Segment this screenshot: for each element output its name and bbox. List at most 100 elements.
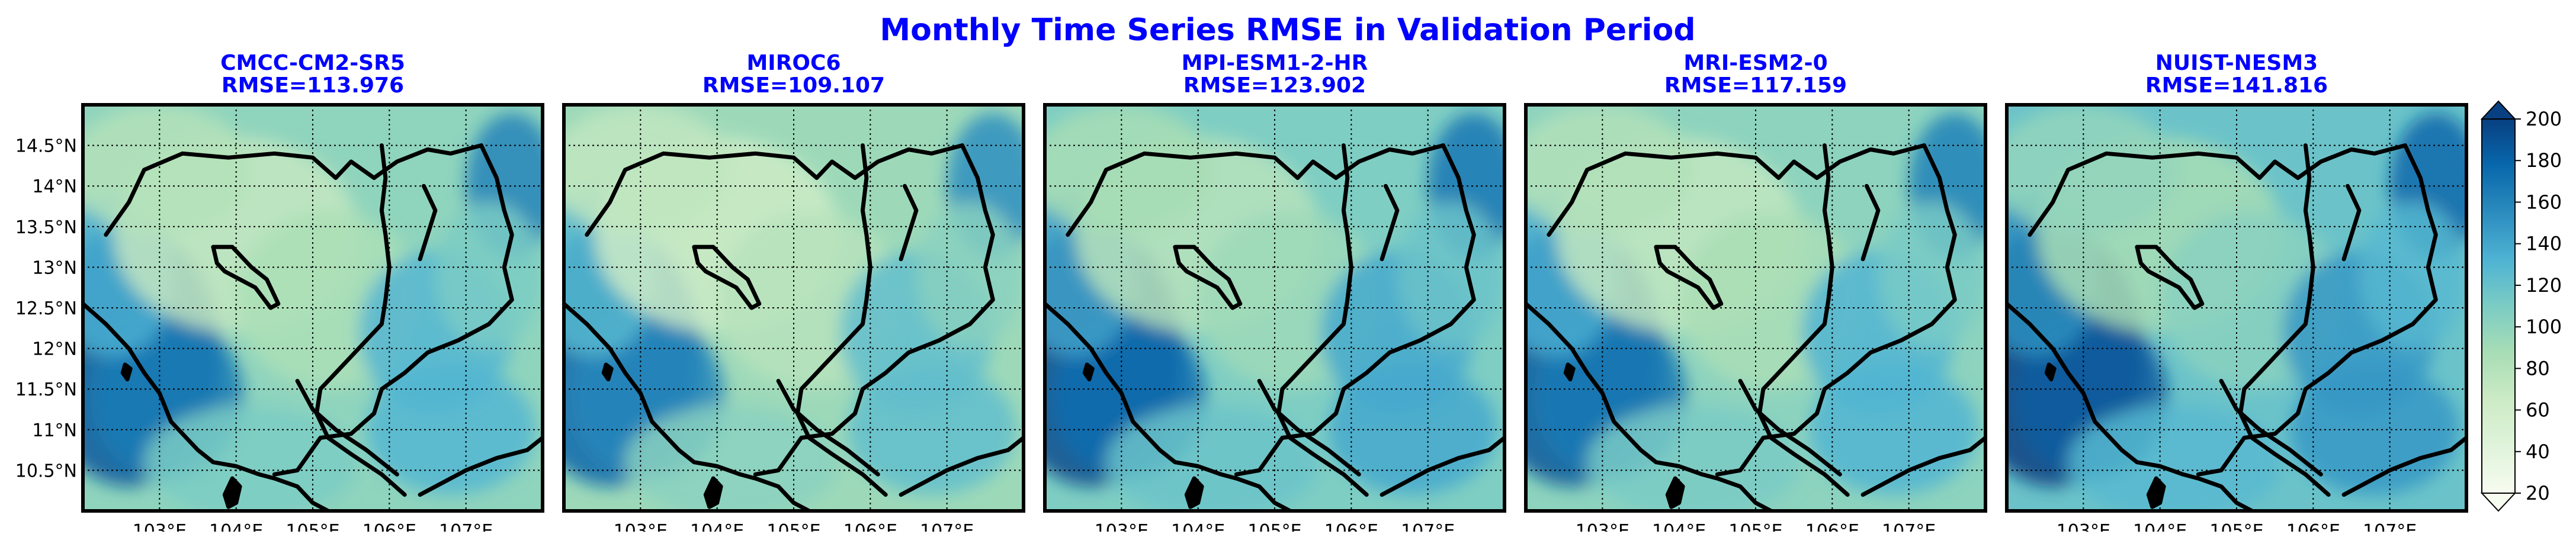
mekong-river bbox=[795, 143, 888, 497]
tributary-river bbox=[1380, 184, 1400, 262]
x-tick-label: 105°E bbox=[1247, 521, 1301, 532]
y-tick-label: 11°N bbox=[32, 420, 77, 441]
rmse-blob bbox=[2290, 365, 2459, 495]
panel-rmse-label: RMSE=113.976 bbox=[222, 73, 404, 98]
x-tick-label: 106°E bbox=[1805, 521, 1859, 532]
coastline bbox=[1380, 436, 1504, 497]
panel-model-name: CMCC-CM2-SR5 bbox=[220, 51, 405, 75]
islet bbox=[120, 362, 133, 382]
x-tick-label: 107°E bbox=[1882, 521, 1936, 532]
x-tick-label: 106°E bbox=[362, 521, 416, 532]
coastline bbox=[1045, 301, 1292, 511]
colorbar-tick-label: 20 bbox=[2526, 482, 2550, 504]
tributary-river bbox=[418, 184, 438, 262]
colorbar-gradient bbox=[2481, 118, 2516, 494]
panel-rmse-label: RMSE=109.107 bbox=[702, 73, 885, 98]
tonle-sap-lake bbox=[1654, 245, 1724, 310]
panel-frame bbox=[1043, 103, 1506, 513]
y-tick-label: 14°N bbox=[32, 176, 77, 197]
x-tick-label: 104°E bbox=[2133, 521, 2187, 532]
rmse-field bbox=[2007, 105, 2466, 511]
coastline bbox=[83, 301, 331, 511]
colorbar-extend-min bbox=[2480, 493, 2517, 512]
chart-title: Monthly Time Series RMSE in Validation P… bbox=[880, 12, 1695, 48]
rmse-blob bbox=[1045, 105, 1214, 235]
colorbar-tick-label: 120 bbox=[2526, 274, 2562, 297]
y-tick-label: 12.5°N bbox=[15, 298, 77, 319]
islet bbox=[1082, 362, 1095, 382]
colorbar-tick-label: 140 bbox=[2526, 233, 2562, 255]
panel-rmse-label: RMSE=117.159 bbox=[1664, 73, 1847, 98]
islet bbox=[1563, 362, 1576, 382]
x-tick-label: 103°E bbox=[133, 521, 187, 532]
y-tick-label: 13°N bbox=[32, 258, 77, 278]
mekong-river bbox=[315, 143, 407, 497]
tributary-river bbox=[1860, 184, 1881, 262]
colorbar-tick-label: 160 bbox=[2526, 191, 2562, 213]
colorbar-tick-label: 200 bbox=[2526, 108, 2562, 130]
x-tick-label: 107°E bbox=[1401, 521, 1455, 532]
rmse-blob bbox=[1526, 105, 1695, 235]
rmse-field bbox=[564, 105, 1024, 511]
rmse-blob bbox=[2068, 405, 2283, 511]
x-tick-label: 107°E bbox=[920, 521, 974, 532]
island bbox=[1665, 476, 1685, 509]
rmse-blob bbox=[83, 105, 252, 235]
rmse-blob bbox=[1397, 202, 1504, 349]
coastline bbox=[418, 436, 543, 497]
colorbar: 20 40 60 80 100 120 140 160 180 200 bbox=[2480, 100, 2562, 512]
x-tick-label: 107°E bbox=[439, 521, 493, 532]
rmse-blob bbox=[1328, 365, 1497, 495]
x-tick-label: 106°E bbox=[1324, 521, 1378, 532]
colorbar-tick-label: 80 bbox=[2526, 357, 2550, 379]
country-border bbox=[1547, 143, 1957, 477]
gridlines bbox=[1045, 105, 1504, 511]
rmse-blob bbox=[1587, 405, 1802, 511]
rmse-blob bbox=[1809, 365, 1978, 495]
bassac-river bbox=[2219, 379, 2323, 477]
x-tick-label: 103°E bbox=[1576, 521, 1629, 532]
rmse-blob bbox=[847, 365, 1016, 495]
colorbar-extend-max bbox=[2480, 100, 2517, 120]
rmse-blob bbox=[435, 202, 543, 349]
colorbar-tick-label: 180 bbox=[2526, 149, 2562, 172]
panel-model-name: NUIST-NESM3 bbox=[2155, 51, 2318, 75]
panel-frame bbox=[81, 103, 544, 513]
rmse-blob bbox=[564, 105, 733, 235]
x-tick-label: 104°E bbox=[690, 521, 744, 532]
islet bbox=[601, 362, 614, 382]
country-border bbox=[2028, 143, 2438, 477]
mekong-river bbox=[2238, 143, 2331, 497]
panel-frame bbox=[1524, 103, 1987, 513]
coastline bbox=[2007, 301, 2254, 511]
country-border bbox=[585, 143, 995, 477]
rmse-field bbox=[1526, 105, 1985, 511]
x-tick-label: 103°E bbox=[1095, 521, 1149, 532]
x-tick-label: 105°E bbox=[2209, 521, 2263, 532]
x-tick-label: 104°E bbox=[1171, 521, 1225, 532]
tributary-river bbox=[2341, 184, 2362, 262]
rmse-blob bbox=[916, 202, 1024, 349]
x-tick-label: 103°E bbox=[614, 521, 668, 532]
bassac-river bbox=[295, 379, 399, 477]
tonle-sap-lake bbox=[1173, 245, 1243, 310]
y-tick-label: 11.5°N bbox=[15, 379, 77, 400]
x-tick-label: 106°E bbox=[843, 521, 897, 532]
y-tick-label: 13.5°N bbox=[15, 217, 77, 238]
gridlines bbox=[2007, 105, 2466, 511]
panel-rmse-label: RMSE=141.816 bbox=[2145, 73, 2328, 98]
country-border bbox=[1066, 143, 1476, 477]
coastline bbox=[2341, 436, 2466, 497]
gridlines bbox=[564, 105, 1024, 511]
rmse-blob bbox=[144, 405, 359, 511]
colorbar-tick-label: 100 bbox=[2526, 316, 2562, 338]
coastline bbox=[1860, 436, 1985, 497]
gridlines bbox=[1526, 105, 1985, 511]
rmse-blob bbox=[2359, 202, 2466, 349]
x-tick-label: 105°E bbox=[766, 521, 820, 532]
island bbox=[222, 476, 242, 509]
